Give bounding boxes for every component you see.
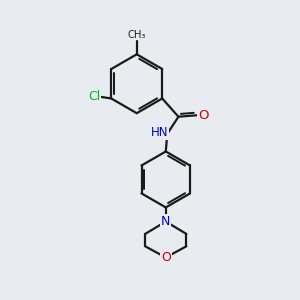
Text: CH₃: CH₃ <box>128 30 146 40</box>
Text: HN: HN <box>151 126 168 139</box>
Text: Cl: Cl <box>88 91 100 103</box>
Text: N: N <box>161 215 170 228</box>
Text: O: O <box>198 109 208 122</box>
Text: O: O <box>161 251 171 264</box>
